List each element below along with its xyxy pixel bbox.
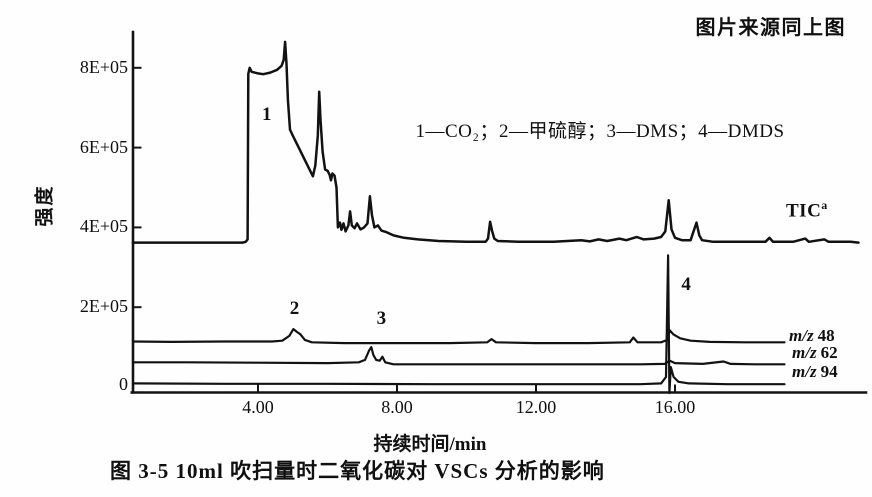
peak-annotation-2: 2 [289, 297, 300, 319]
axis-tick-marks [134, 66, 676, 392]
x-tick-label: 8.00 [381, 397, 413, 417]
x-axis-title: 持续时间/min [373, 434, 487, 455]
mz-value: 62 [820, 343, 838, 362]
figure-caption: 图 3-5 10ml 吹扫量时二氧化碳对 VSCs 分析的影响 [110, 459, 605, 483]
x-tick-label: 4.00 [242, 397, 274, 417]
mz-prefix: m/z [792, 362, 817, 381]
peak-legend: 1—CO₂；2—甲硫醇；3—DMS；4—DMDS [415, 121, 785, 142]
mz-value: 48 [817, 326, 835, 345]
chromatogram-plot [130, 30, 868, 395]
trace-TIC [131, 40, 860, 244]
series-label-tic-text: TIC [786, 200, 822, 222]
series-label-mz48: m/z 48 [789, 326, 835, 346]
series-label-mz62: m/z 62 [792, 343, 838, 363]
peak-annotation-1: 1 [261, 103, 272, 125]
series-label-mz94: m/z 94 [792, 362, 838, 382]
peak-annotation-3: 3 [376, 308, 387, 330]
image-source-note: 图片来源同上图 [695, 17, 846, 39]
y-tick-label: 0 [119, 374, 128, 394]
trace-lines [131, 40, 860, 395]
y-tick-label: 8E+05 [79, 57, 128, 77]
trace-mz48 [131, 328, 786, 345]
mz-prefix: m/z [792, 343, 817, 362]
x-tick-label: 16.00 [654, 397, 696, 417]
series-label-tic-superscript: a [821, 198, 828, 212]
y-tick-label: 4E+05 [79, 216, 128, 236]
mz-prefix: m/z [789, 326, 814, 345]
peak-annotation-4: 4 [681, 274, 691, 296]
trace-mz62 [131, 346, 786, 366]
trace-mz94 [131, 254, 786, 395]
y-tick-label: 6E+05 [79, 137, 128, 157]
x-tick-label: 12.00 [515, 397, 557, 417]
mz-value: 94 [820, 362, 838, 381]
series-label-tic: TICa [786, 198, 828, 222]
y-tick-label: 2E+05 [79, 296, 128, 316]
